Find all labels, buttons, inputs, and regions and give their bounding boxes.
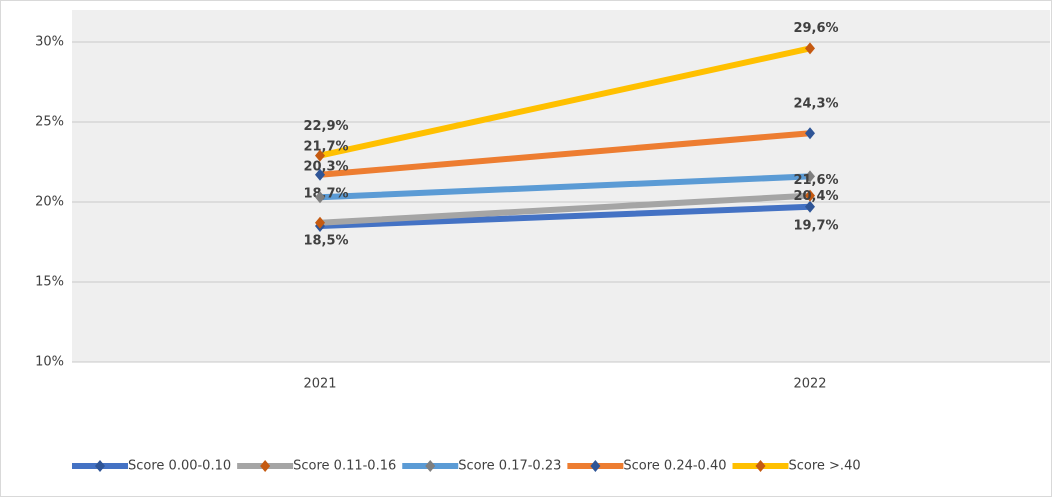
legend-marker — [260, 460, 271, 472]
legend-label: Score 0.00-0.10 — [128, 459, 231, 474]
legend-label: Score 0.11-0.16 — [293, 459, 396, 474]
marker — [315, 168, 325, 181]
value-label: 22,9% — [303, 119, 348, 134]
legend-marker — [95, 460, 105, 472]
y-tick-label: 20% — [35, 195, 64, 210]
marker — [805, 189, 815, 202]
series-line — [317, 192, 813, 226]
value-label: 20,3% — [303, 160, 348, 175]
marker — [315, 149, 325, 162]
legend-marker — [590, 460, 601, 472]
legend-marker — [755, 460, 766, 472]
x-tick-label: 2021 — [303, 377, 336, 392]
value-label: 20,4% — [793, 189, 838, 204]
legend-label: Score >.40 — [789, 459, 861, 474]
legend-label: Score 0.17-0.23 — [458, 459, 561, 474]
y-tick-label: 25% — [35, 115, 64, 130]
marker — [805, 200, 815, 213]
marker — [805, 127, 815, 140]
series-line — [317, 130, 813, 178]
value-label: 19,7% — [793, 218, 838, 233]
marker — [805, 42, 815, 55]
value-label: 21,7% — [303, 139, 348, 154]
value-label: 18,5% — [303, 234, 348, 249]
marker — [805, 170, 815, 183]
marker — [315, 216, 325, 229]
series-line — [317, 203, 813, 229]
marker — [315, 191, 325, 204]
value-label: 29,6% — [793, 21, 838, 36]
value-label: 21,6% — [793, 173, 838, 188]
y-tick-label: 30% — [35, 35, 64, 50]
legend-marker — [425, 460, 436, 472]
x-tick-label: 2022 — [793, 377, 826, 392]
series-line — [317, 173, 813, 201]
legend-label: Score 0.24-0.40 — [623, 459, 726, 474]
series-line — [317, 45, 813, 159]
value-label: 24,3% — [793, 97, 838, 112]
y-tick-label: 10% — [35, 355, 64, 370]
y-tick-label: 15% — [35, 275, 64, 290]
value-label: 18,7% — [303, 186, 348, 201]
